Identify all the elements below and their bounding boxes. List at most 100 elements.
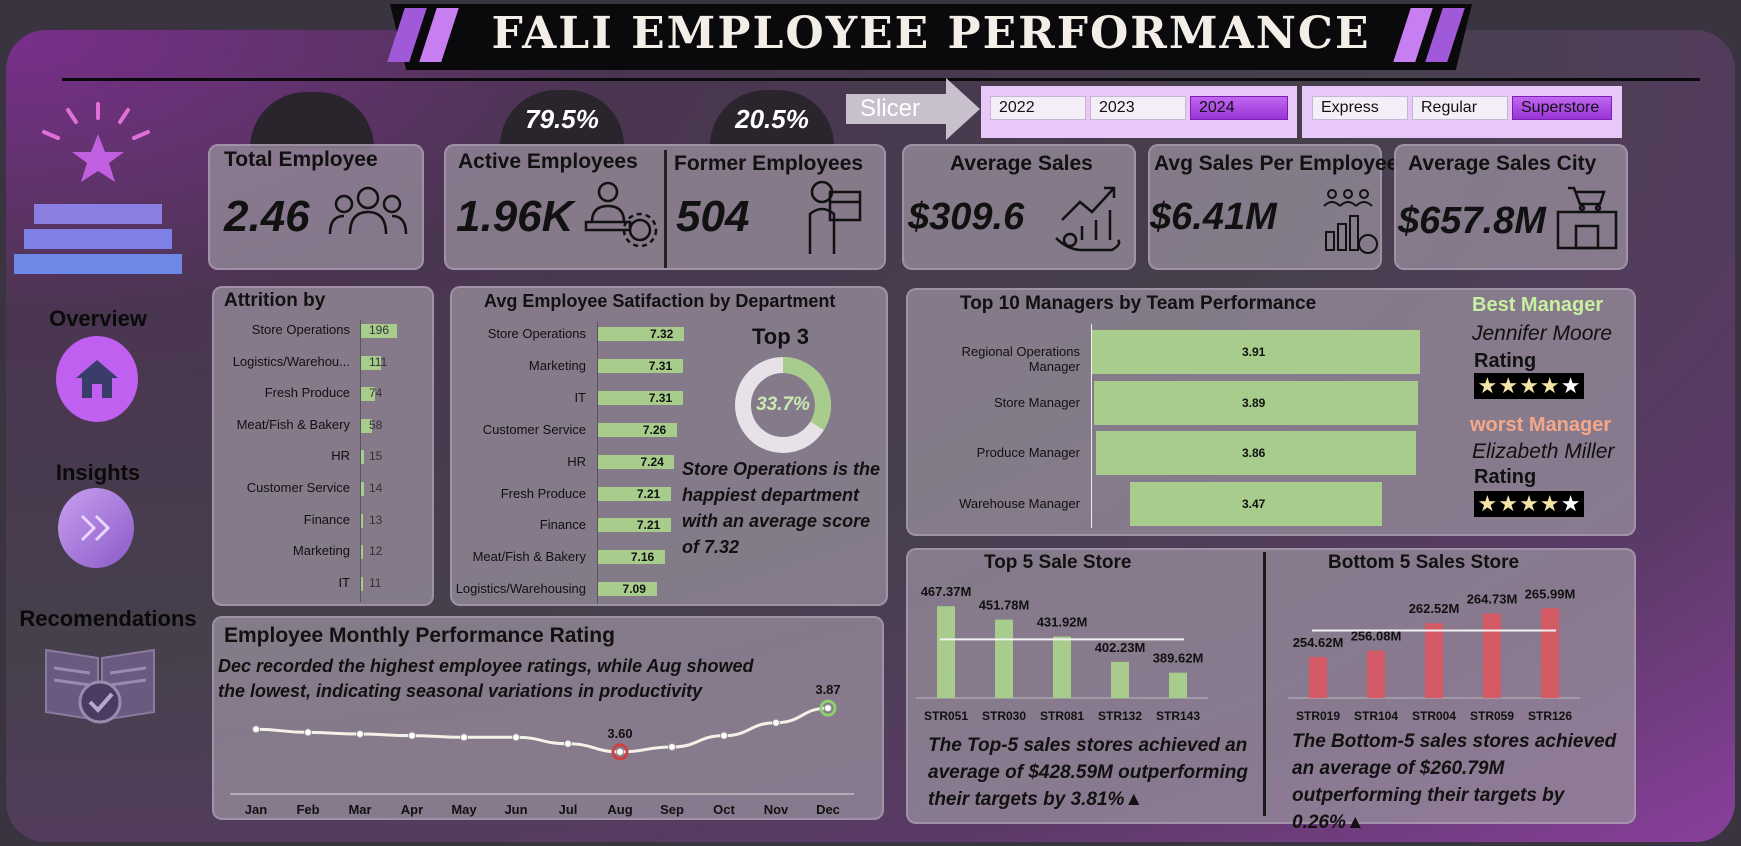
- title-banner: [390, 4, 1472, 70]
- average-sales-city-value: $657.8M: [1398, 200, 1546, 242]
- satisfaction-bar: [598, 486, 671, 501]
- attrition-bar-label: Meat/Fish & Bakery: [236, 416, 350, 432]
- slicer-label: Slicer: [860, 95, 921, 122]
- managers-title: Top 10 Managers by Team Performance: [960, 293, 1317, 314]
- nav-overview-button[interactable]: [56, 336, 138, 422]
- monthly-point: [824, 704, 832, 713]
- best-manager-name: Jennifer Moore: [1472, 322, 1613, 345]
- total-employee-card: [208, 144, 424, 270]
- podium-step: [34, 204, 162, 224]
- total-employee-value: 2.46: [224, 192, 310, 241]
- former-employees-label: Former Employees: [674, 152, 864, 175]
- top5-store-label: STR051: [924, 709, 968, 723]
- monthly-point: [668, 743, 676, 752]
- star-icon: ★: [1539, 373, 1560, 398]
- satisfaction-bar-value: 7.21: [636, 486, 661, 501]
- manager-bar: [1096, 431, 1416, 475]
- monthly-point: [304, 728, 312, 737]
- star-icon: ★: [1498, 491, 1519, 516]
- top5-store-label: STR030: [982, 709, 1026, 723]
- attrition-bar-value: 74: [369, 386, 383, 401]
- manager-bar: [1092, 330, 1420, 374]
- active-employees-label: Active Employees: [458, 150, 638, 173]
- star-icon: ★: [1519, 491, 1539, 516]
- monthly-point: [512, 733, 520, 742]
- bottom5-store-label: STR126: [1528, 709, 1572, 723]
- attrition-bar-label: IT: [338, 574, 350, 590]
- satisfaction-bar: [598, 390, 683, 405]
- star-ranking-icon: [42, 102, 150, 182]
- star-icon: ★: [1560, 373, 1581, 398]
- manager-bar: [1093, 380, 1419, 425]
- bottom5-bar-value: 262.52M: [1409, 601, 1460, 616]
- satisfaction-bar-value: 7.21: [636, 518, 661, 533]
- nav-overview-label: Overview: [49, 306, 147, 331]
- satisfaction-bar: [598, 454, 675, 469]
- top5-bar: [937, 606, 955, 698]
- podium-step: [24, 229, 172, 249]
- star-icon: ★: [1498, 373, 1519, 398]
- top5-bar: [995, 619, 1013, 698]
- satisfaction-bar-value: 7.26: [642, 422, 667, 437]
- satisfaction-bar-label: Finance: [539, 517, 586, 533]
- monthly-point: [720, 731, 728, 740]
- satisfaction-axis: [597, 322, 598, 604]
- store-express-button[interactable]: Express: [1312, 96, 1408, 120]
- bottom5-store-label: STR019: [1296, 709, 1340, 723]
- attrition-bar-value: 14: [369, 481, 383, 495]
- hand-growth-chart-icon: [1055, 186, 1121, 252]
- month-tick-label: Feb: [296, 802, 319, 817]
- satisfaction-panel: [450, 286, 888, 606]
- star-icon: ★: [1539, 491, 1560, 516]
- satisfaction-bar-label: Fresh Produce: [500, 485, 586, 501]
- attrition-bar: [361, 418, 372, 433]
- month-tick-label: Mar: [348, 802, 371, 817]
- satisfaction-bar-label: IT: [574, 389, 586, 405]
- best-rating-label: Rating: [1474, 350, 1537, 372]
- people-group-icon: [328, 186, 408, 235]
- top5-bar-value: 451.78M: [979, 598, 1030, 613]
- manager-bar-label: Warehouse Manager: [959, 495, 1080, 511]
- year-2023-button[interactable]: 2023: [1090, 96, 1186, 120]
- attrition-bar-label: Fresh Produce: [264, 385, 350, 401]
- satisfaction-bar-value: 7.31: [648, 358, 673, 373]
- bottom5-store-label: STR059: [1470, 709, 1514, 723]
- year-2022-button[interactable]: 2022: [990, 96, 1086, 120]
- employee-gear-icon: [584, 181, 658, 248]
- top5-bar-value: 467.37M: [921, 584, 972, 599]
- store-regular-button[interactable]: Regular: [1412, 96, 1508, 120]
- manager-bar-label: Produce Manager: [976, 445, 1080, 460]
- month-tick-label: Apr: [401, 802, 423, 817]
- slicer-arrow: [846, 78, 980, 140]
- best-manager-stars: ★ ★ ★ ★ ★: [1474, 373, 1584, 399]
- stores-divider: [1263, 552, 1266, 816]
- average-sales-label: Average Sales: [950, 152, 1093, 175]
- satisfaction-note: Store Operations is the happiest departm…: [682, 459, 881, 557]
- satisfaction-bar-value: 7.16: [630, 550, 655, 565]
- managers-axis: [1091, 324, 1092, 528]
- monthly-line-chart: Jan Feb Mar Apr May Jun Jul Aug Sep Oct Nov Dec 3.60…: [230, 682, 854, 817]
- attrition-bar: [361, 513, 364, 528]
- book-check-icon[interactable]: [42, 640, 158, 724]
- attrition-bar-value: 196: [369, 323, 390, 337]
- bottom5-bar: [1541, 608, 1559, 698]
- max-point-ring: [819, 699, 837, 717]
- nav-insights-button[interactable]: [58, 488, 134, 568]
- year-2024-button[interactable]: 2024: [1190, 96, 1288, 120]
- satisfaction-bar-label: Meat/Fish & Bakery: [472, 549, 586, 565]
- employee-box-icon: [808, 180, 862, 254]
- satisfaction-title: Avg Employee Satifaction by Department: [484, 291, 836, 311]
- satisfaction-bar-value: 7.32: [650, 327, 674, 341]
- store-superstore-button[interactable]: Superstore: [1512, 96, 1612, 120]
- top5-store-label: STR143: [1156, 709, 1200, 723]
- attrition-bar: [361, 450, 364, 465]
- stores-panel: [906, 548, 1636, 824]
- attrition-title: Attrition by: [224, 290, 326, 311]
- top5-bar: [1169, 672, 1187, 698]
- top3-donut: [735, 357, 831, 453]
- monthly-point: [460, 733, 468, 742]
- attrition-bar: [361, 387, 375, 402]
- attrition-axis: [360, 320, 361, 602]
- month-tick-label: Nov: [764, 802, 789, 817]
- monthly-point: [408, 731, 416, 740]
